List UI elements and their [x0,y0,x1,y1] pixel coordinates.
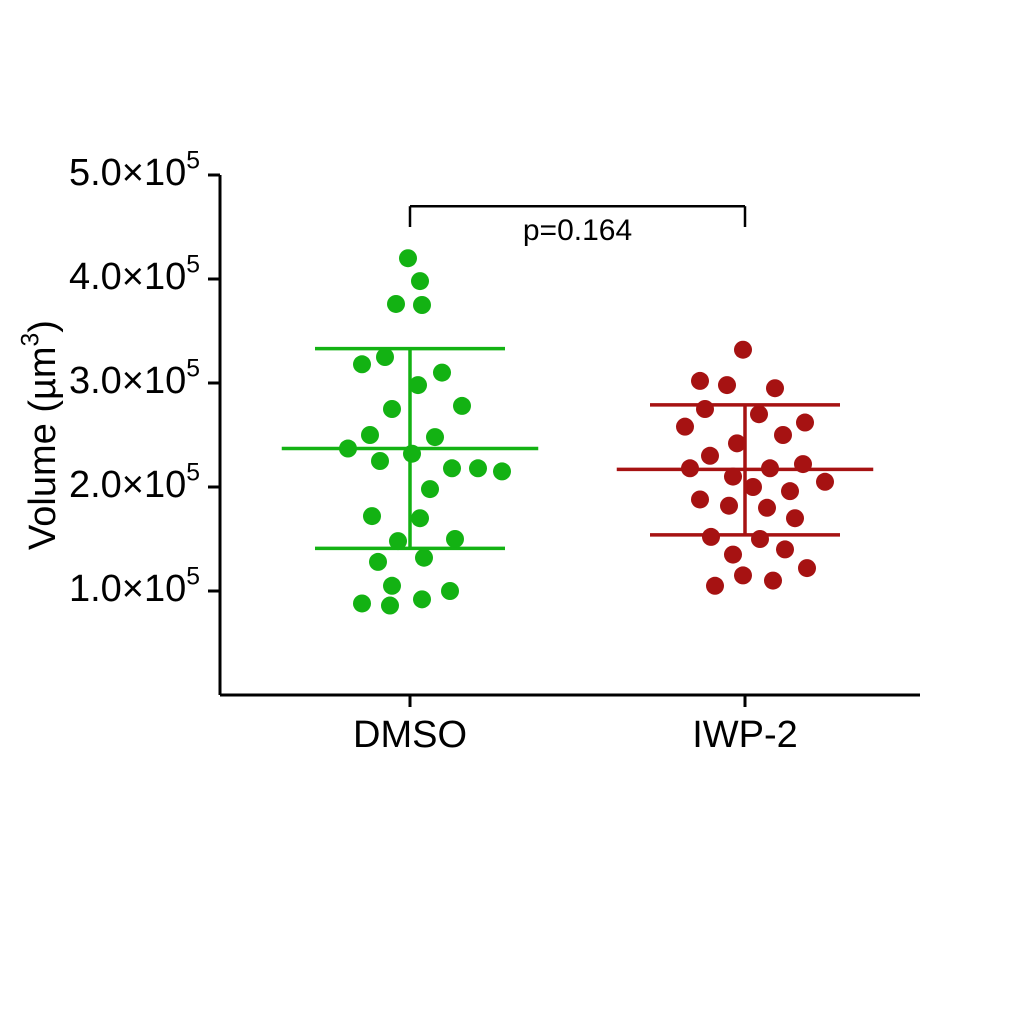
data-point [764,572,782,590]
data-point [750,405,768,423]
data-point [724,546,742,564]
data-point [469,459,487,477]
data-point [691,490,709,508]
data-point [433,364,451,382]
y-axis-title: Volume (µm3) [17,320,64,550]
y-tick-label: 4.0×105 [69,251,200,298]
data-point [720,497,738,515]
data-point [676,418,694,436]
x-category-label: DMSO [353,714,467,756]
data-point [706,577,724,595]
data-point [701,447,719,465]
data-point [794,455,812,473]
data-point [413,296,431,314]
data-point [724,468,742,486]
y-tick-label: 1.0×105 [69,563,200,610]
data-point [786,509,804,527]
data-point [369,553,387,571]
data-point [421,480,439,498]
data-point [766,379,784,397]
data-point [751,530,769,548]
data-point [702,528,720,546]
data-point [413,590,431,608]
data-point [696,400,714,418]
data-point [383,577,401,595]
data-point [758,499,776,517]
data-point [411,272,429,290]
data-point [761,459,779,477]
data-point [781,482,799,500]
data-point [816,473,834,491]
data-point [376,348,394,366]
data-point [744,478,762,496]
data-point [353,594,371,612]
data-point [734,566,752,584]
data-point [339,440,357,458]
data-point [361,426,379,444]
volume-scatter-chart: 1.0×105 2.0×105 3.0×105 4.0×105 5.0×105 Volum… [0,0,1024,1024]
data-point [446,530,464,548]
data-point [798,559,816,577]
data-point [728,434,746,452]
data-point [493,462,511,480]
data-point [409,376,427,394]
y-tick-label: 5.0×105 [69,147,200,194]
data-point [383,400,401,418]
data-point [363,507,381,525]
data-point [415,549,433,567]
data-point [353,355,371,373]
x-category-label: IWP-2 [692,714,798,756]
data-point [399,249,417,267]
data-point [734,341,752,359]
data-point [426,428,444,446]
y-tick-label: 3.0×105 [69,355,200,402]
data-point [441,582,459,600]
data-point [371,452,389,470]
data-point [411,509,429,527]
data-point [796,414,814,432]
p-value-text: p=0.164 [523,214,632,247]
data-point [774,426,792,444]
data-point [443,459,461,477]
data-point [389,532,407,550]
data-point [403,445,421,463]
data-point [381,597,399,615]
data-point [453,397,471,415]
y-tick-label: 2.0×105 [69,459,200,506]
data-point [776,540,794,558]
data-point [718,376,736,394]
data-point [387,295,405,313]
data-point [681,459,699,477]
data-point [691,372,709,390]
